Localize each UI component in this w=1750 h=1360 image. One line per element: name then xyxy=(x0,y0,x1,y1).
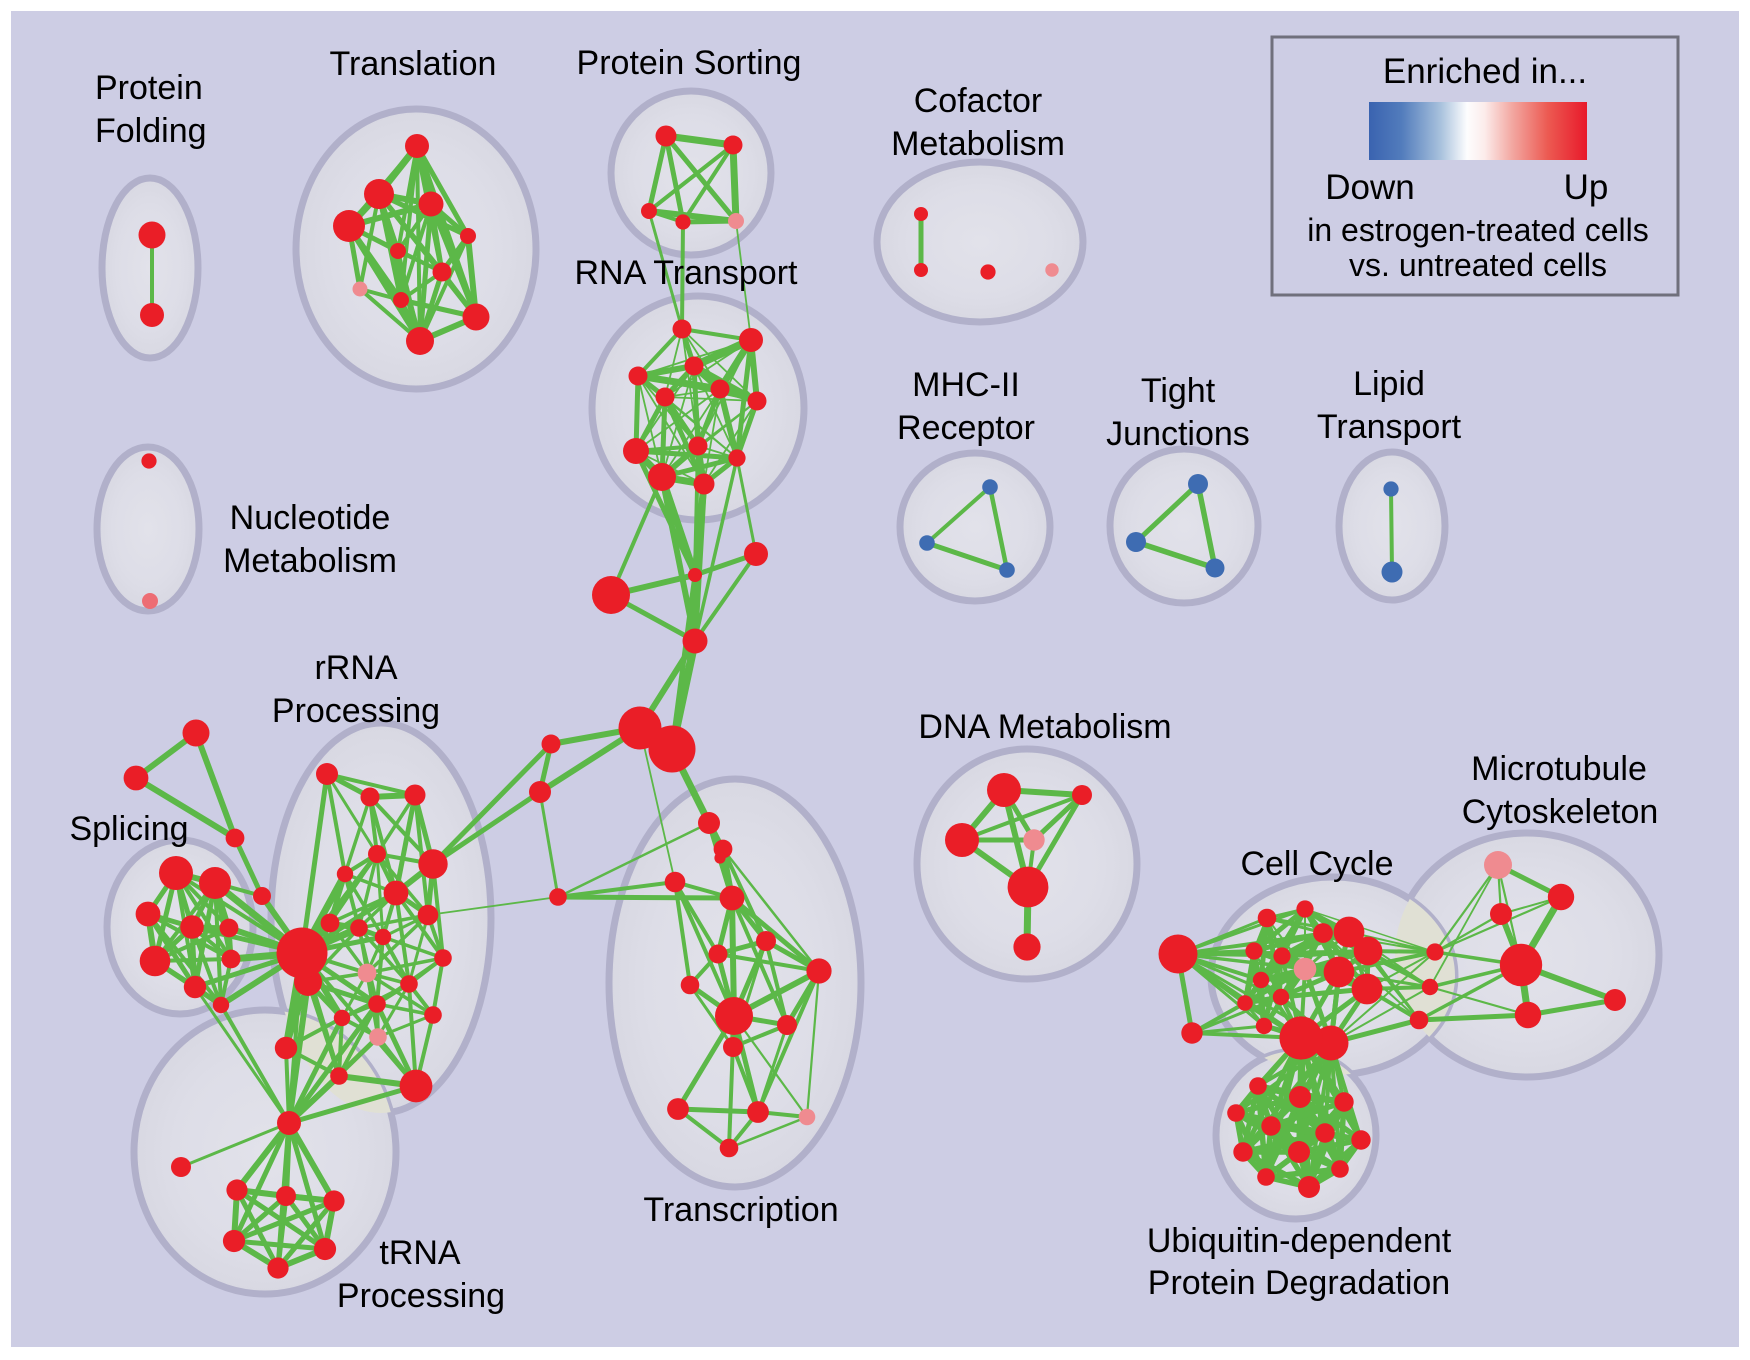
svg-text:in estrogen-treated cells: in estrogen-treated cells xyxy=(1307,212,1649,248)
svg-text:Processing: Processing xyxy=(272,692,440,730)
svg-text:Cytoskeleton: Cytoskeleton xyxy=(1462,793,1659,831)
svg-text:Cell Cycle: Cell Cycle xyxy=(1240,845,1393,883)
svg-text:Enriched in...: Enriched in... xyxy=(1383,52,1587,91)
svg-text:Microtubule: Microtubule xyxy=(1471,750,1647,788)
svg-text:Protein Sorting: Protein Sorting xyxy=(577,44,802,82)
svg-text:Nucleotide: Nucleotide xyxy=(230,499,391,537)
svg-text:Protein Degradation: Protein Degradation xyxy=(1148,1264,1450,1302)
svg-text:Cofactor: Cofactor xyxy=(914,82,1043,120)
svg-text:vs. untreated cells: vs. untreated cells xyxy=(1349,247,1607,283)
svg-text:Processing: Processing xyxy=(337,1277,505,1315)
svg-text:Tight: Tight xyxy=(1141,372,1216,410)
svg-text:tRNA: tRNA xyxy=(379,1234,461,1272)
svg-text:Splicing: Splicing xyxy=(69,810,188,848)
svg-text:MHC-II: MHC-II xyxy=(912,366,1020,404)
svg-text:Translation: Translation xyxy=(330,45,497,83)
svg-text:RNA Transport: RNA Transport xyxy=(575,254,799,292)
svg-text:Metabolism: Metabolism xyxy=(891,125,1065,163)
svg-text:rRNA: rRNA xyxy=(314,649,397,687)
svg-text:Metabolism: Metabolism xyxy=(223,542,397,580)
svg-text:Junctions: Junctions xyxy=(1106,415,1250,453)
svg-text:DNA Metabolism: DNA Metabolism xyxy=(918,708,1171,746)
svg-text:Up: Up xyxy=(1564,168,1609,207)
svg-text:Down: Down xyxy=(1325,168,1414,207)
svg-text:Folding: Folding xyxy=(95,112,207,150)
svg-text:Ubiquitin-dependent: Ubiquitin-dependent xyxy=(1147,1222,1452,1260)
svg-text:Transcription: Transcription xyxy=(643,1191,838,1229)
svg-text:Protein: Protein xyxy=(95,69,203,107)
svg-text:Transport: Transport xyxy=(1317,408,1462,446)
svg-text:Receptor: Receptor xyxy=(897,409,1035,447)
svg-text:Lipid: Lipid xyxy=(1353,365,1425,403)
